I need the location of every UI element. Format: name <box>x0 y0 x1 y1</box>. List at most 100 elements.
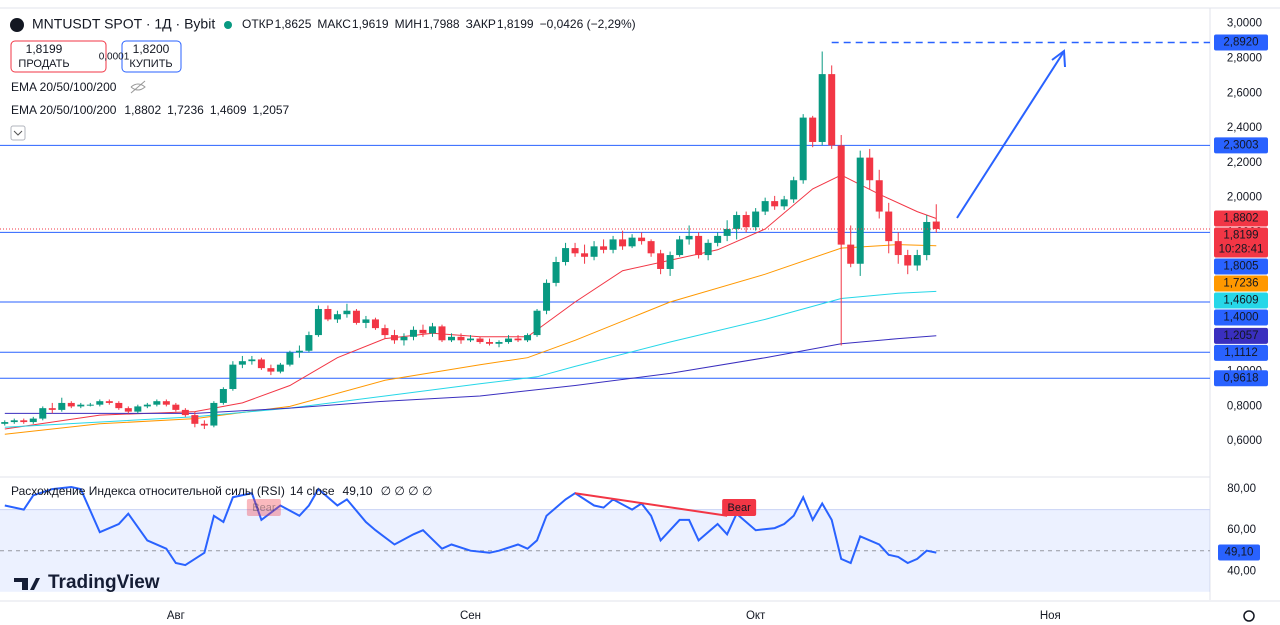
candle-body <box>105 401 113 403</box>
symbol-title: MNTUSDT SPOT · 1Д · Bybit <box>32 16 215 32</box>
rsi-line <box>4 485 937 567</box>
candle-body <box>552 262 560 283</box>
ema-line <box>4 335 937 414</box>
candle-body <box>20 420 28 423</box>
price-label-bg <box>1214 258 1268 275</box>
candle-body <box>932 221 940 229</box>
stat-label: МАКС <box>317 17 351 31</box>
rsi-band <box>0 509 1210 592</box>
candle-body <box>200 423 208 426</box>
settings-button[interactable] <box>1243 610 1255 622</box>
ema-value: 1,4609 <box>210 103 247 117</box>
price-label-bg <box>1214 34 1268 51</box>
rsi-title: Расхождение Индекса относительной силы (… <box>11 484 285 498</box>
price-label-bg <box>1214 210 1268 227</box>
stat-value: 1,8625 <box>275 17 312 31</box>
candle-body <box>286 352 294 365</box>
candle-body <box>714 235 722 243</box>
sell-button[interactable] <box>10 40 107 73</box>
candle-body <box>10 420 18 423</box>
candle-body <box>172 404 180 410</box>
candle-body <box>533 310 541 336</box>
candle-body <box>191 415 199 424</box>
candle-body <box>799 117 807 181</box>
candle-body <box>390 335 398 341</box>
annotation-bg <box>246 499 281 516</box>
change: −0,0426 (−2,29%) <box>540 17 636 31</box>
y-tick-label: 3,0000 <box>1227 18 1262 30</box>
price-label: 1,1112 <box>1224 347 1257 359</box>
candle-body <box>181 409 189 416</box>
candle-body <box>457 336 465 341</box>
candle-body <box>314 308 322 336</box>
price-label-bg <box>1214 344 1268 361</box>
candle-body <box>134 406 142 412</box>
x-tick-label: Окт <box>746 610 766 622</box>
candle-body <box>210 402 218 426</box>
candle-body <box>257 359 265 369</box>
rsi-tick-label: 80,00 <box>1227 483 1256 495</box>
candle-body <box>96 401 104 405</box>
candle-body <box>495 342 503 344</box>
symbol-logo <box>10 18 24 32</box>
price-label-bg <box>1214 292 1268 309</box>
y-tick-label: 2,4000 <box>1227 122 1262 134</box>
candle-body <box>733 215 741 229</box>
buy-button[interactable] <box>121 40 182 73</box>
rsi-tick-label: 40,00 <box>1227 565 1256 577</box>
candle-body <box>894 241 902 256</box>
candle-body <box>657 253 665 269</box>
candle-body <box>305 335 313 351</box>
indicator-label: EMA 20/50/100/200 <box>11 103 117 117</box>
rsi-params: 14 close <box>290 484 335 498</box>
candle-body <box>153 401 161 405</box>
price-label: 1,2057 <box>1223 330 1258 342</box>
candle-body <box>609 239 617 250</box>
annotation: Bear <box>728 502 752 514</box>
candle-body <box>742 215 750 228</box>
candle-body <box>467 338 475 341</box>
price-label: 1,4609 <box>1223 295 1258 307</box>
rsi-extras: ∅ ∅ ∅ ∅ <box>381 484 433 498</box>
price-label-bg <box>1214 309 1268 326</box>
candle-body <box>590 246 598 257</box>
candle-body <box>362 319 370 323</box>
arrow <box>956 52 1064 219</box>
y-tick-label: 2,6000 <box>1227 87 1262 99</box>
candle-body <box>828 74 836 146</box>
candle-body <box>562 248 570 263</box>
candle-body <box>48 408 56 410</box>
candle-body <box>400 336 408 341</box>
divergence-line <box>574 492 728 517</box>
candle-body <box>248 359 256 362</box>
stat-label: ЗАКР <box>466 17 496 31</box>
ema-line <box>4 290 937 428</box>
candle-body <box>818 74 826 142</box>
candle-body <box>581 253 589 257</box>
rsi-value: 49,10 <box>343 484 373 498</box>
candle-body <box>638 237 646 242</box>
candle-body <box>229 364 237 390</box>
brand: TradingView <box>48 572 160 593</box>
candle-body <box>761 201 769 212</box>
candle-body <box>923 221 931 256</box>
collapse-button[interactable] <box>10 125 26 141</box>
y-tick-label: 2,8000 <box>1227 52 1262 64</box>
y-tick-label: 0,8000 <box>1227 400 1262 412</box>
candle-body <box>790 180 798 200</box>
candle-body <box>543 282 551 311</box>
sell-label: ПРОДАТЬ <box>18 58 69 70</box>
buy-label: КУПИТЬ <box>129 58 172 70</box>
candle-body <box>238 361 246 365</box>
candle-body <box>695 235 703 256</box>
sell-price: 1,8199 <box>26 42 63 56</box>
price-label: 10:28:41 <box>1219 244 1264 256</box>
candle-body <box>343 310 351 315</box>
rsi-value-label: 49,10 <box>1225 547 1254 559</box>
candle-body <box>409 329 417 337</box>
candle-body <box>39 408 47 419</box>
candle-body <box>856 157 864 264</box>
price-label: 1,8005 <box>1223 261 1258 273</box>
candle-body <box>67 402 75 407</box>
candle-body <box>124 408 132 412</box>
